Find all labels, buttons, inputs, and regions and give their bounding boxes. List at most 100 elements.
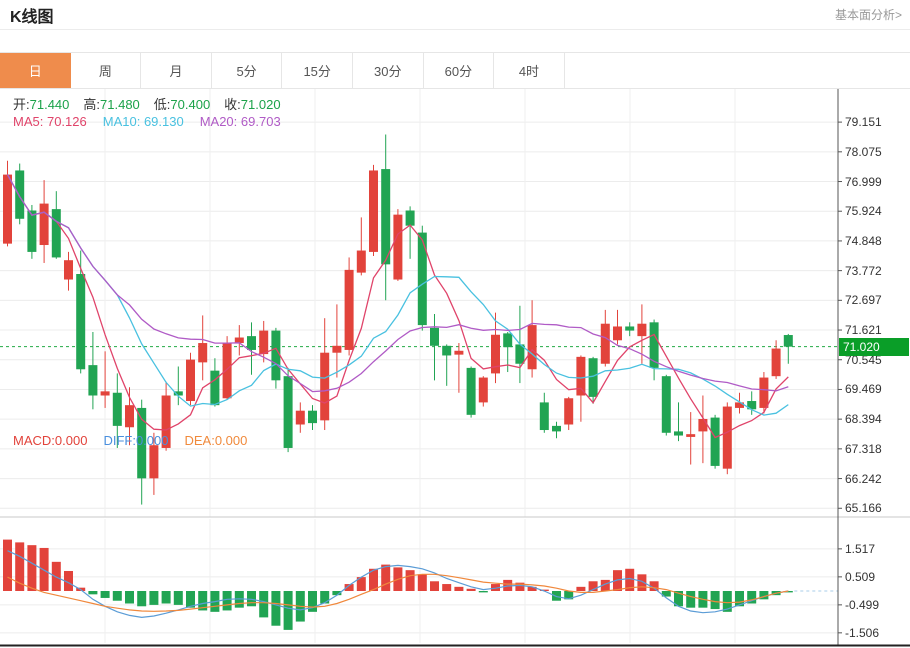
macd-bar[interactable] xyxy=(454,586,464,591)
macd-bar[interactable] xyxy=(613,570,622,591)
macd-bar[interactable] xyxy=(186,591,195,608)
macd-bar[interactable] xyxy=(173,591,183,605)
candle-body[interactable] xyxy=(722,406,732,469)
candle-body[interactable] xyxy=(661,376,671,433)
candle-body[interactable] xyxy=(478,377,488,403)
tab-15min[interactable]: 15分 xyxy=(282,53,353,88)
candle-body[interactable] xyxy=(759,377,769,408)
kline-chart-area[interactable]: 开:71.440 高:71.480 低:70.400 收:71.020 MA5: 70… xyxy=(0,89,910,648)
candle-body[interactable] xyxy=(564,398,574,425)
candle-body[interactable] xyxy=(466,367,476,415)
macd-bar[interactable] xyxy=(198,591,208,611)
candle-body[interactable] xyxy=(503,333,513,348)
macd-bar[interactable] xyxy=(552,591,561,601)
candle-body[interactable] xyxy=(430,327,439,346)
candle-body[interactable] xyxy=(15,170,25,219)
macd-bar[interactable] xyxy=(674,591,683,607)
macd-bar[interactable] xyxy=(88,591,98,595)
macd-bar[interactable] xyxy=(625,568,635,591)
macd-bar[interactable] xyxy=(515,582,525,591)
candle-body[interactable] xyxy=(698,418,708,432)
macd-bar[interactable] xyxy=(735,591,744,607)
candle-body[interactable] xyxy=(51,209,61,258)
candle-body[interactable] xyxy=(125,405,134,428)
macd-bar[interactable] xyxy=(649,581,659,591)
macd-bar[interactable] xyxy=(527,586,537,591)
macd-bar[interactable] xyxy=(588,581,598,591)
macd-bar[interactable] xyxy=(222,591,232,611)
candle-body[interactable] xyxy=(295,410,305,425)
candle-body[interactable] xyxy=(417,232,427,326)
candle-body[interactable] xyxy=(613,326,622,341)
candle-body[interactable] xyxy=(161,395,171,448)
macd-bar[interactable] xyxy=(710,591,720,610)
candle-body[interactable] xyxy=(39,203,49,246)
macd-bar[interactable] xyxy=(759,591,769,600)
candle-body[interactable] xyxy=(600,323,610,364)
macd-bar[interactable] xyxy=(747,591,757,604)
tab-4hour[interactable]: 4时 xyxy=(494,53,565,88)
candle-body[interactable] xyxy=(308,410,317,424)
tab-5min[interactable]: 5分 xyxy=(211,53,283,88)
candle-body[interactable] xyxy=(576,356,586,396)
candle-body[interactable] xyxy=(735,402,744,408)
macd-bar[interactable] xyxy=(149,591,159,605)
candle-body[interactable] xyxy=(76,274,86,370)
macd-bar[interactable] xyxy=(320,591,330,604)
macd-bar[interactable] xyxy=(783,591,793,593)
macd-bar[interactable] xyxy=(259,591,269,618)
candle-body[interactable] xyxy=(442,345,452,356)
candle-body[interactable] xyxy=(710,417,720,466)
macd-bar[interactable] xyxy=(356,577,366,591)
candle-body[interactable] xyxy=(539,402,549,431)
fundamental-analysis-link[interactable]: 基本面分析> xyxy=(834,8,902,22)
macd-bar[interactable] xyxy=(112,591,122,601)
macd-bar[interactable] xyxy=(564,591,574,600)
candle-body[interactable] xyxy=(27,210,37,252)
tab-60min[interactable]: 60分 xyxy=(423,53,495,88)
candle-body[interactable] xyxy=(186,359,195,402)
candle-body[interactable] xyxy=(454,350,464,355)
candle-body[interactable] xyxy=(637,323,647,337)
candle-body[interactable] xyxy=(356,250,366,273)
candle-body[interactable] xyxy=(234,337,244,344)
candle-body[interactable] xyxy=(271,330,281,381)
tab-week[interactable]: 周 xyxy=(70,53,142,88)
candle-body[interactable] xyxy=(198,343,208,363)
candle-body[interactable] xyxy=(332,345,342,353)
candle-body[interactable] xyxy=(222,343,232,399)
macd-bar[interactable] xyxy=(125,591,134,604)
macd-bar[interactable] xyxy=(15,542,25,591)
macd-bar[interactable] xyxy=(478,591,488,593)
macd-bar[interactable] xyxy=(27,545,37,591)
candle-body[interactable] xyxy=(674,431,683,436)
macd-bar[interactable] xyxy=(686,591,696,608)
macd-bar[interactable] xyxy=(247,591,256,607)
macd-bar[interactable] xyxy=(600,579,610,591)
macd-bar[interactable] xyxy=(100,591,110,598)
macd-bar[interactable] xyxy=(3,539,12,591)
candle-body[interactable] xyxy=(100,391,110,396)
candle-body[interactable] xyxy=(552,425,561,432)
macd-bar[interactable] xyxy=(332,591,342,596)
macd-bar[interactable] xyxy=(161,591,171,604)
candle-body[interactable] xyxy=(515,344,525,364)
tab-30min[interactable]: 30分 xyxy=(352,53,424,88)
macd-bar[interactable] xyxy=(430,581,439,591)
candle-body[interactable] xyxy=(783,335,793,347)
macd-bar[interactable] xyxy=(466,588,476,591)
macd-bar[interactable] xyxy=(491,584,500,591)
macd-bar[interactable] xyxy=(381,564,391,591)
candle-body[interactable] xyxy=(369,170,378,252)
macd-bar[interactable] xyxy=(271,591,281,626)
macd-bar[interactable] xyxy=(344,584,354,591)
macd-bar[interactable] xyxy=(442,584,452,591)
candle-body[interactable] xyxy=(173,391,183,396)
candle-body[interactable] xyxy=(686,434,696,437)
macd-bar[interactable] xyxy=(576,586,586,591)
candle-body[interactable] xyxy=(405,210,415,226)
macd-bar[interactable] xyxy=(64,570,73,591)
kline-chart-canvas[interactable] xyxy=(0,89,910,648)
candle-body[interactable] xyxy=(527,325,537,370)
macd-bar[interactable] xyxy=(39,547,49,591)
